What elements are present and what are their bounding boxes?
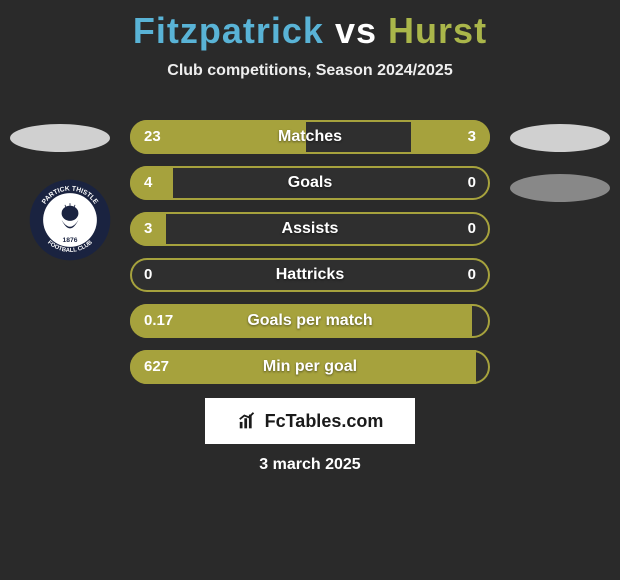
brand-badge: FcTables.com [205, 398, 415, 444]
player2-club-shape-2 [510, 174, 610, 202]
stat-row: 0.17Goals per match [130, 304, 490, 338]
club-crest-icon: PARTICK THISTLE FOOTBALL CLUB 1876 [28, 178, 112, 262]
comparison-bars: 233Matches 40Goals 30Assists 00Hattricks 0.1… [130, 120, 490, 396]
brand-text: FcTables.com [265, 411, 384, 432]
stat-row: 627Min per goal [130, 350, 490, 384]
stat-label: Assists [130, 212, 490, 246]
stat-row: 233Matches [130, 120, 490, 154]
stat-label: Min per goal [130, 350, 490, 384]
vs-text: vs [335, 10, 377, 51]
stat-row: 30Assists [130, 212, 490, 246]
svg-text:1876: 1876 [63, 237, 78, 244]
subtitle: Club competitions, Season 2024/2025 [0, 62, 620, 80]
date-text: 3 march 2025 [0, 456, 620, 474]
stat-label: Hattricks [130, 258, 490, 292]
stat-label: Goals [130, 166, 490, 200]
player1-name: Fitzpatrick [133, 10, 324, 51]
stat-row: 00Hattricks [130, 258, 490, 292]
chart-icon [237, 410, 259, 432]
stat-label: Matches [130, 120, 490, 154]
stat-label: Goals per match [130, 304, 490, 338]
stat-row: 40Goals [130, 166, 490, 200]
player2-name: Hurst [388, 10, 487, 51]
player1-club-shape [10, 124, 110, 152]
player2-club-shape-1 [510, 124, 610, 152]
comparison-title: Fitzpatrick vs Hurst [0, 0, 620, 52]
